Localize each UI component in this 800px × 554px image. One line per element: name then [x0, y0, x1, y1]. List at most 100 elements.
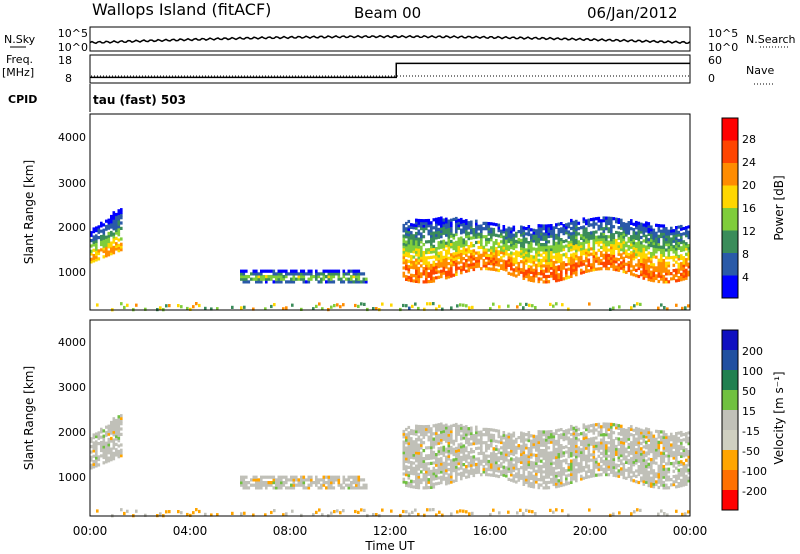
heatmap-cell: [490, 465, 493, 469]
heatmap-cell: [532, 258, 536, 262]
heatmap-cell: [595, 447, 598, 451]
heatmap-cell: [320, 478, 323, 482]
heatmap-cell: [452, 463, 456, 467]
heatmap-cell: [557, 436, 561, 440]
heatmap-cell: [640, 457, 643, 461]
heatmap-cell: [542, 441, 546, 445]
heatmap-cell: [675, 448, 678, 452]
heatmap-cell: [507, 258, 511, 262]
heatmap-cell: [505, 247, 508, 251]
heatmap-cell: [447, 425, 451, 429]
heatmap-cell: [662, 240, 666, 244]
heatmap-cell: [432, 445, 436, 449]
heatmap-cell: [355, 478, 358, 482]
heatmap-cell: [90, 439, 93, 443]
heatmap-cell: [640, 455, 643, 459]
heatmap-cell: [447, 454, 451, 458]
heatmap-cell: [315, 269, 318, 273]
heatmap-cell: [531, 510, 534, 514]
heatmap-cell: [590, 265, 593, 270]
heatmap-cell: [470, 244, 473, 248]
heatmap-cell: [485, 267, 488, 271]
heatmap-cell: [430, 226, 433, 230]
heatmap-cell: [231, 305, 234, 309]
heatmap-cell: [540, 229, 543, 233]
heatmap-cell: [515, 467, 518, 471]
heatmap-cell: [600, 245, 603, 249]
heatmap-cell: [420, 253, 423, 257]
heatmap-cell: [352, 478, 356, 482]
heatmap-cell: [120, 422, 123, 426]
heatmap-cell: [407, 241, 411, 245]
heatmap-cell: [542, 256, 546, 260]
heatmap-cell: [195, 302, 198, 306]
heatmap-cell: [92, 454, 96, 458]
heatmap-cell: [452, 439, 456, 443]
heatmap-cell: [677, 463, 681, 467]
heatmap-cell: [427, 478, 431, 482]
heatmap-cell: [602, 462, 606, 466]
heatmap-cell: [525, 237, 528, 241]
heatmap-cell: [408, 512, 411, 516]
heatmap-cell: [675, 236, 678, 240]
heatmap-cell: [687, 225, 691, 229]
heatmap-cell: [90, 239, 93, 243]
heatmap-cell: [675, 244, 678, 248]
heatmap-cell: [587, 221, 591, 225]
heatmap-cell: [585, 462, 588, 466]
heatmap-cell: [562, 432, 566, 436]
heatmap-cell: [545, 473, 548, 477]
heatmap-cell: [528, 509, 531, 513]
heatmap-cell: [685, 453, 688, 457]
heatmap-cell: [354, 303, 357, 308]
heatmap-cell: [472, 436, 476, 440]
heatmap-cell: [465, 235, 468, 239]
heatmap-cell: [545, 470, 548, 474]
heatmap-cell: [159, 306, 162, 310]
heatmap-cell: [516, 511, 519, 515]
heatmap-cell: [545, 269, 548, 273]
heatmap-cell: [630, 425, 633, 429]
heatmap-cell: [497, 252, 501, 257]
heatmap-cell: [417, 512, 420, 517]
heatmap-cell: [472, 473, 476, 478]
heatmap-cell: [332, 280, 336, 284]
heatmap-cell: [625, 458, 628, 462]
heatmap-cell: [437, 468, 441, 472]
heatmap-cell: [115, 223, 118, 227]
heatmap-cell: [627, 427, 631, 431]
heatmap-cell: [627, 469, 631, 473]
heatmap-cell: [570, 464, 573, 468]
heatmap-cell: [430, 443, 433, 447]
heatmap-cell: [652, 439, 656, 444]
heatmap-cell: [680, 256, 683, 260]
heatmap-cell: [115, 218, 118, 222]
heatmap-cell: [322, 277, 326, 281]
heatmap-cell: [522, 258, 526, 262]
heatmap-cell: [117, 439, 121, 443]
heatmap-cell: [352, 272, 356, 276]
heatmap-cell: [291, 303, 294, 307]
heatmap-cell: [632, 460, 636, 464]
heatmap-cell: [562, 232, 566, 236]
heatmap-cell: [565, 223, 568, 227]
heatmap-cell: [252, 513, 255, 517]
heatmap-cell: [322, 272, 326, 276]
heatmap-cell: [560, 275, 563, 279]
heatmap-cell: [100, 454, 103, 458]
heatmap-cell: [592, 252, 596, 256]
heatmap-cell: [405, 227, 408, 231]
heatmap-cell: [330, 483, 333, 487]
heatmap-cell: [682, 240, 686, 244]
heatmap-cell: [612, 249, 616, 253]
heatmap-cell: [620, 467, 623, 471]
heatmap-cell: [352, 486, 356, 490]
heatmap-cell: [607, 465, 611, 469]
heatmap-cell: [597, 259, 601, 263]
heatmap-cell: [490, 238, 493, 242]
heatmap-cell: [592, 442, 596, 446]
heatmap-cell: [660, 467, 663, 471]
heatmap-cell: [442, 448, 446, 452]
heatmap-cell: [512, 236, 516, 240]
heatmap-cell: [495, 257, 498, 261]
